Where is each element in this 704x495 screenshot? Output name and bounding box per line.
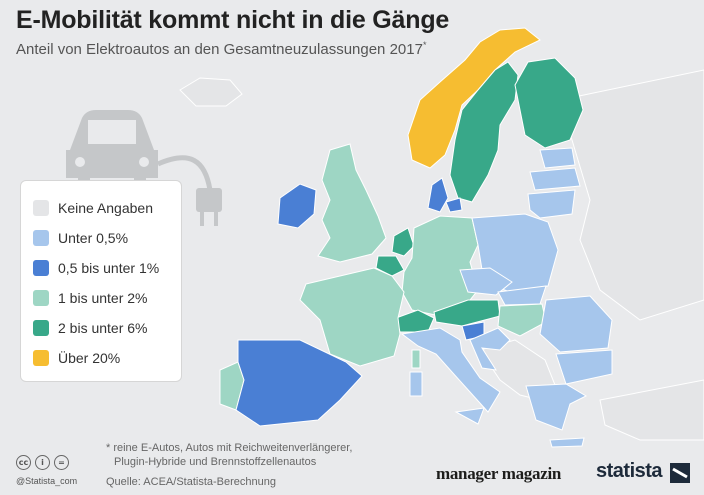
region-turkey [599,379,704,441]
legend-label: Keine Angaben [58,200,153,216]
legend-item-1-to-2: 1 bis unter 2% [33,283,181,313]
region-norway [407,27,541,169]
region-romania [539,295,613,353]
region-hungary [497,303,547,337]
legend-swatch [33,200,49,216]
source-note: Quelle: ACEA/Statista-Berechnung [106,476,276,488]
region-belgium [375,255,405,277]
region-estonia [539,147,576,169]
legend-item-under-0-5: Unter 0,5% [33,223,181,253]
legend-item-0-5-to-1: 0,5 bis unter 1% [33,253,181,283]
legend-swatch [33,290,49,306]
subtitle-footnote-marker: * [422,40,427,50]
footnote: * reine E-Autos, Autos mit Reichweitenve… [106,441,352,469]
map-legend: Keine Angaben Unter 0,5% 0,5 bis unter 1… [20,180,182,382]
footnote-line-2: Plugin-Hybride und Brennstoffzellenautos [114,456,317,468]
region-eastern-europe [559,69,704,321]
region-latvia [529,167,581,191]
region-ireland [277,183,317,229]
statista-logo: statista [596,460,663,482]
manager-magazin-logo: manager magazin [436,464,562,483]
legend-swatch [33,230,49,246]
chart-title: E-Mobilität kommt nicht in die Gänge [16,6,450,34]
region-lithuania [527,189,576,219]
region-greece [525,383,588,431]
region-crete [549,437,585,448]
region-uk [317,143,387,263]
legend-label: 2 bis unter 6% [58,320,148,336]
legend-label: Über 20% [58,350,121,366]
legend-item-none: Keine Angaben [33,193,181,223]
cc-icon: cc [16,455,31,470]
legend-swatch [33,350,49,366]
region-croatia [469,327,511,371]
region-czechia [459,267,513,296]
region-sardinia [409,371,423,397]
statista-mark-icon [670,463,690,483]
region-iceland [179,77,243,107]
region-netherlands [391,227,415,257]
attribution-icon: i [35,455,50,470]
no-derivatives-icon: = [54,455,69,470]
region-sicily [454,407,485,425]
region-spain [235,339,363,427]
region-finland [514,57,584,149]
statista-handle: @Statista_com [16,476,78,486]
region-france [299,267,405,367]
region-corsica [411,349,421,369]
region-denmark-islands [445,197,463,213]
legend-label: 0,5 bis unter 1% [58,260,160,276]
region-denmark [427,177,449,213]
chart-subtitle: Anteil von Elektroautos an den Gesamtneu… [16,40,426,58]
legend-label: 1 bis unter 2% [58,290,148,306]
region-italy [400,327,501,413]
car-icon [66,110,158,186]
region-bulgaria [555,349,613,385]
legend-swatch [33,320,49,336]
license-icons: cc i = [16,455,73,470]
legend-label: Unter 0,5% [58,230,129,246]
footnote-line-1: * reine E-Autos, Autos mit Reichweitenve… [106,442,353,454]
legend-item-over-20: Über 20% [33,343,181,373]
legend-item-2-to-6: 2 bis unter 6% [33,313,181,343]
charging-plug-icon [156,155,222,226]
legend-swatch [33,260,49,276]
subtitle-text: Anteil von Elektroautos an den Gesamtneu… [16,41,423,58]
